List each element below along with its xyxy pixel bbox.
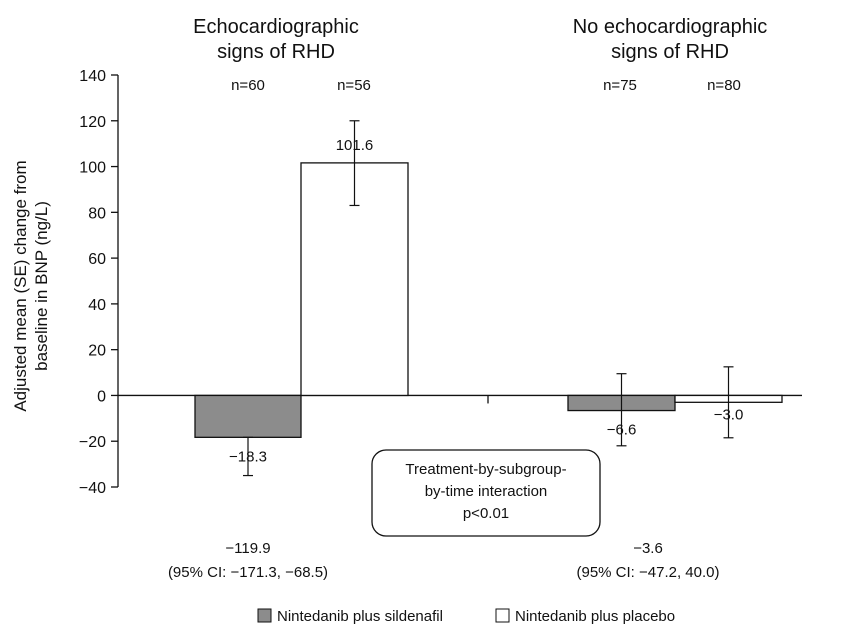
bar-group1-series1 (194, 394, 302, 438)
group-1-title-line2: signs of RHD (217, 41, 335, 63)
legend-swatch-placebo (495, 608, 510, 623)
interaction-annotation-box (371, 449, 601, 537)
legend-swatch-sildenafil (257, 608, 272, 623)
bar-value-label: −3.0 (714, 406, 744, 423)
y-tick-label: 80 (88, 205, 106, 222)
group-1-difference: −119.9 (225, 540, 270, 557)
y-tick-label: 140 (79, 68, 106, 85)
y-tick-label: 100 (79, 160, 106, 177)
bar-value-label: −6.6 (607, 422, 637, 439)
group-1-title-line1: Echocardiographic (193, 16, 359, 38)
y-axis-label-line1: Adjusted mean (SE) change from (11, 160, 30, 411)
y-axis-label-line2: baseline in BNP (ng/L) (32, 201, 51, 371)
y-axis: 140 120 100 80 60 40 20 0 −20 −40 (79, 68, 802, 497)
y-tick-label: 20 (88, 343, 106, 360)
y-tick-label: 60 (88, 251, 106, 268)
interaction-annotation-line1: Treatment-by-subgroup- (405, 461, 566, 478)
group-2-title-line2: signs of RHD (611, 41, 729, 63)
group-2-bar-1-n-label: n=75 (603, 77, 637, 94)
legend-label-placebo: Nintedanib plus placebo (515, 608, 675, 625)
interaction-annotation-line2: by-time interaction (425, 483, 548, 500)
bar-value-label: 101.6 (336, 137, 374, 154)
y-tick-label: 120 (79, 114, 106, 131)
group-1-ci: (95% CI: −171.3, −68.5) (168, 564, 328, 581)
interaction-annotation-line3: p<0.01 (463, 505, 509, 522)
group-2-bar-2-n-label: n=80 (707, 77, 741, 94)
y-tick-label: −20 (79, 434, 106, 451)
group-2-ci: (95% CI: −47.2, 40.0) (577, 564, 720, 581)
bars: −18.3 101.6 −6.6 −3.0 (194, 120, 783, 477)
y-tick-label: 0 (97, 388, 106, 405)
y-tick-label: −40 (79, 480, 106, 497)
group-2-title-line1: No echocardiographic (573, 16, 768, 38)
y-tick-label: 40 (88, 297, 106, 314)
group-1-bar-1-n-label: n=60 (231, 77, 265, 94)
group-2-difference: −3.6 (633, 540, 663, 557)
legend-label-sildenafil: Nintedanib plus sildenafil (277, 608, 443, 625)
group-1-bar-2-n-label: n=56 (337, 77, 371, 94)
bar-value-label: −18.3 (229, 448, 267, 465)
